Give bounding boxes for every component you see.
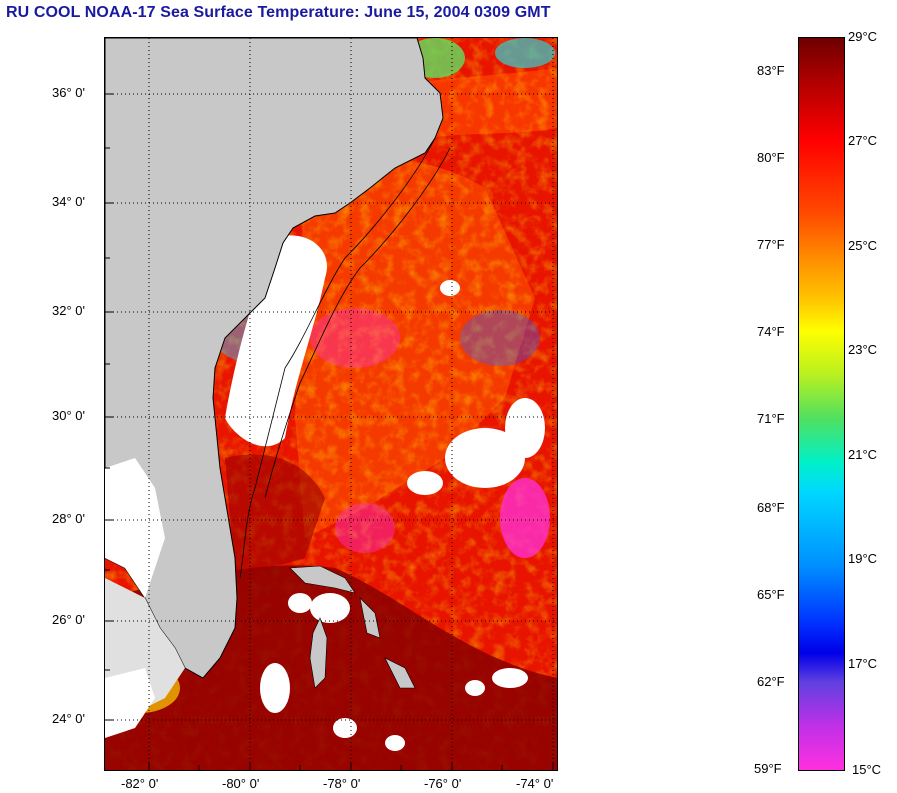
map-title: RU COOL NOAA-17 Sea Surface Temperature:… — [6, 4, 551, 21]
colorbar-label-68f: 68°F — [757, 500, 785, 515]
colorbar-label-29c: 29°C — [848, 29, 878, 44]
colorbar-label-62f: 62°F — [757, 674, 785, 689]
colorbar-label-65f: 65°F — [757, 587, 785, 602]
lat-label-32: 32° 0' — [52, 303, 85, 318]
colorbar-label-83f: 83°F — [757, 63, 785, 78]
colorbar-label-80f: 80°F — [757, 150, 785, 165]
cloud-over-gulf — [105, 458, 165, 598]
lon-label-78: -78° 0' — [323, 776, 361, 791]
cloud-mask — [225, 235, 545, 751]
lon-label-76: -76° 0' — [424, 776, 462, 791]
lat-label-28: 28° 0' — [52, 511, 85, 526]
bahamas-islands — [289, 565, 416, 689]
colorbar-label-17c: 17°C — [848, 656, 878, 671]
sst-map — [104, 37, 558, 771]
lat-label-24: 24° 0' — [52, 711, 85, 726]
colorbar-label-15c: 15°C — [852, 762, 882, 777]
lat-label-30: 30° 0' — [52, 408, 85, 423]
lon-label-74: -74° 0' — [516, 776, 554, 791]
lat-label-34: 34° 0' — [52, 194, 85, 209]
sst-map-canvas — [105, 38, 557, 770]
lat-label-26: 26° 0' — [52, 612, 85, 627]
colorbar-label-27c: 27°C — [848, 133, 878, 148]
colorbar-label-19c: 19°C — [848, 551, 878, 566]
lon-label-80: -80° 0' — [222, 776, 260, 791]
axis-ticks — [105, 93, 554, 770]
colorbar-label-71f: 71°F — [757, 411, 785, 426]
colorbar-label-25c: 25°C — [848, 238, 878, 253]
lat-label-36: 36° 0' — [52, 85, 85, 100]
lat-lon-grid — [105, 38, 557, 770]
colorbar-label-21c: 21°C — [848, 447, 878, 462]
depth-contours — [239, 137, 451, 579]
lon-label-82: -82° 0' — [121, 776, 159, 791]
colorbar-label-59f: 59°F — [754, 761, 782, 776]
colorbar-label-74f: 74°F — [757, 324, 785, 339]
colorbar-label-23c: 23°C — [848, 342, 878, 357]
ocean-hot-florida-current — [225, 454, 325, 578]
colorbar-label-77f: 77°F — [757, 237, 785, 252]
temperature-colorbar — [798, 37, 845, 771]
